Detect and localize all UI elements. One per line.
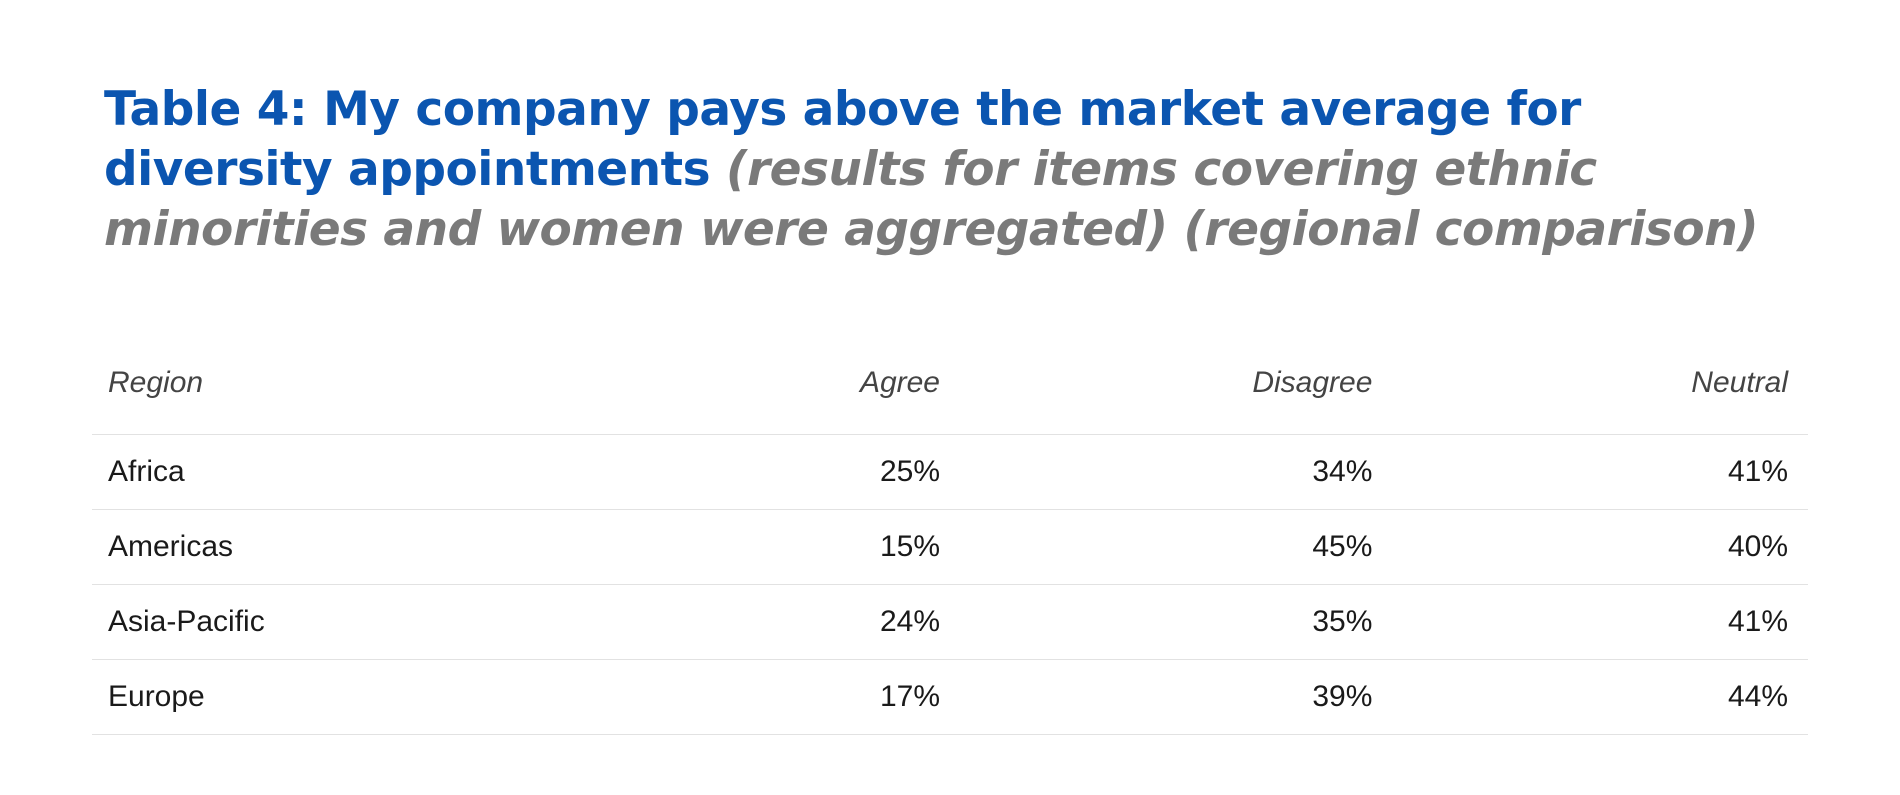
cell-neutral: 44% [1392,659,1808,735]
cell-disagree: 35% [960,584,1393,660]
cell-disagree: 39% [960,659,1393,735]
table-title-subtitle: (results for items covering ethnic minor… [104,142,1759,257]
cell-disagree: 34% [960,434,1393,510]
column-header-neutral: Neutral [1392,340,1808,435]
cell-neutral: 41% [1392,584,1808,660]
table-title: Table 4: My company pays above the marke… [104,80,1824,260]
table-row: Africa 25% 34% 41% [92,434,1808,510]
cell-region: Americas [92,509,640,585]
cell-agree: 24% [639,584,960,660]
header-row: Region Agree Disagree Neutral [92,340,1808,435]
column-header-agree: Agree [639,340,960,435]
table-title-main: Table 4: My company pays above the marke… [104,82,1581,197]
table-row: Europe 17% 39% 44% [92,659,1808,735]
column-header-region: Region [92,340,640,435]
results-table-container: Region Agree Disagree Neutral Africa 25%… [92,340,1808,735]
cell-agree: 17% [639,659,960,735]
results-table: Region Agree Disagree Neutral Africa 25%… [92,340,1808,735]
table-body: Africa 25% 34% 41% Americas 15% 45% 40% … [92,434,1808,735]
table-row: Asia-Pacific 24% 35% 41% [92,584,1808,660]
cell-neutral: 40% [1392,509,1808,585]
cell-agree: 25% [639,434,960,510]
cell-region: Africa [92,434,640,510]
column-header-disagree: Disagree [960,340,1393,435]
cell-neutral: 41% [1392,434,1808,510]
cell-disagree: 45% [960,509,1393,585]
cell-region: Europe [92,659,640,735]
cell-region: Asia-Pacific [92,584,640,660]
table-row: Americas 15% 45% 40% [92,509,1808,585]
table-header: Region Agree Disagree Neutral [92,340,1808,435]
cell-agree: 15% [639,509,960,585]
